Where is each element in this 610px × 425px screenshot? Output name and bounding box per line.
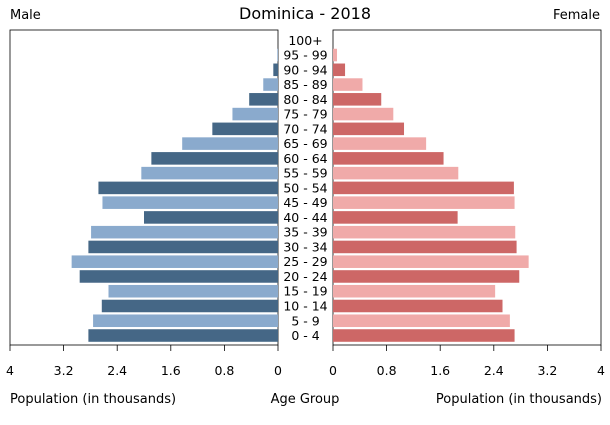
male-bar xyxy=(98,181,278,195)
female-tick-label: 1.6 xyxy=(430,363,450,378)
male-bar xyxy=(182,137,278,150)
female-bar xyxy=(333,225,516,239)
male-tick-label: 3.2 xyxy=(54,363,74,378)
male-bar xyxy=(249,93,278,106)
age-group-label: 35 - 39 xyxy=(283,225,327,240)
age-group-label: 90 - 94 xyxy=(283,62,327,77)
female-bar xyxy=(333,329,515,342)
age-group-label: 25 - 29 xyxy=(283,254,327,269)
male-bar xyxy=(102,196,279,209)
female-axis-title: Population (in thousands) xyxy=(435,392,602,407)
male-tick-label: 4 xyxy=(6,363,14,378)
chart-title: Dominica - 2018 xyxy=(239,4,371,23)
male-bar xyxy=(101,299,278,313)
female-tick-label: 0 xyxy=(329,363,337,378)
female-bar xyxy=(333,122,405,136)
female-bar xyxy=(333,78,363,91)
male-bar xyxy=(108,284,279,298)
male-bar xyxy=(232,107,278,121)
age-group-label: 65 - 69 xyxy=(283,136,327,151)
age-group-label: 85 - 89 xyxy=(283,77,327,92)
male-bar xyxy=(212,122,278,136)
male-bar xyxy=(151,152,278,165)
age-group-label: 30 - 34 xyxy=(283,239,327,254)
female-bar xyxy=(333,270,520,283)
female-tick-label: 3.2 xyxy=(537,363,557,378)
female-bar xyxy=(333,211,458,224)
age-group-label: 80 - 84 xyxy=(283,92,327,107)
age-group-label: 5 - 9 xyxy=(291,313,319,328)
female-bar xyxy=(333,63,346,77)
female-bar xyxy=(333,314,510,328)
age-group-label: 60 - 64 xyxy=(283,151,327,166)
male-bar xyxy=(263,78,278,91)
female-tick-label: 4 xyxy=(597,363,605,378)
age-group-label: 0 - 4 xyxy=(291,328,319,343)
male-bar xyxy=(79,270,279,283)
male-tick-label: 2.4 xyxy=(107,363,127,378)
age-group-label: 50 - 54 xyxy=(283,180,327,195)
age-group-label: 20 - 24 xyxy=(283,269,327,284)
female-tick-label: 2.4 xyxy=(484,363,504,378)
male-bar xyxy=(88,329,278,342)
male-tick-label: 1.6 xyxy=(161,363,181,378)
age-group-label: 10 - 14 xyxy=(283,298,327,313)
age-group-label: 75 - 79 xyxy=(283,107,327,122)
male-bar xyxy=(71,255,278,268)
male-tick-label: 0.8 xyxy=(214,363,234,378)
age-group-label: 40 - 44 xyxy=(283,210,327,225)
female-bar xyxy=(333,284,496,298)
center-axis-title: Age Group xyxy=(270,392,340,407)
female-bar xyxy=(333,240,517,254)
male-bar xyxy=(144,211,278,224)
female-bar xyxy=(333,196,515,209)
male-bar xyxy=(91,225,278,239)
female-bar xyxy=(333,299,503,313)
female-bar xyxy=(333,152,444,165)
male-bar xyxy=(93,314,278,328)
age-group-label: 45 - 49 xyxy=(283,195,327,210)
age-group-label: 70 - 74 xyxy=(283,121,327,136)
age-group-label: 100+ xyxy=(288,33,322,48)
male-tick-label: 0 xyxy=(274,363,282,378)
male-side-label: Male xyxy=(10,8,41,23)
female-bar xyxy=(333,93,382,106)
female-tick-label: 0.8 xyxy=(377,363,397,378)
age-group-label: 55 - 59 xyxy=(283,166,327,181)
female-bar xyxy=(333,48,338,62)
female-bar xyxy=(333,166,459,180)
female-bar xyxy=(333,181,514,195)
male-bar xyxy=(141,166,278,180)
female-side-label: Female xyxy=(552,8,600,23)
age-group-label: 95 - 99 xyxy=(283,48,327,63)
female-bar xyxy=(333,255,529,268)
male-axis-title: Population (in thousands) xyxy=(10,392,177,407)
age-group-label: 15 - 19 xyxy=(283,284,327,299)
female-bar xyxy=(333,137,427,150)
male-bar xyxy=(273,63,278,77)
male-bar xyxy=(88,240,278,254)
male-bar xyxy=(277,48,278,62)
female-bar xyxy=(333,107,394,121)
